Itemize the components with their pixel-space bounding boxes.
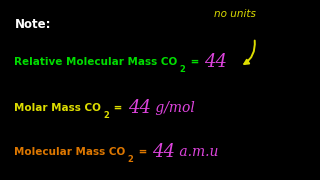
Text: Molar Mass CO: Molar Mass CO <box>14 103 101 113</box>
Text: 2: 2 <box>127 155 133 164</box>
Text: 2: 2 <box>179 65 185 74</box>
Text: 44: 44 <box>204 53 227 71</box>
Text: Relative Molecular Mass CO: Relative Molecular Mass CO <box>14 57 178 67</box>
Text: 2: 2 <box>103 111 109 120</box>
Text: 44: 44 <box>128 99 151 117</box>
Text: 44: 44 <box>152 143 175 161</box>
Text: a.m.u: a.m.u <box>175 145 219 159</box>
Text: =: = <box>135 147 151 157</box>
Text: Note:: Note: <box>14 18 51 31</box>
Text: Molecular Mass CO: Molecular Mass CO <box>14 147 126 157</box>
Text: =: = <box>110 103 126 113</box>
Text: =: = <box>187 57 203 67</box>
Text: g/mol: g/mol <box>151 101 195 115</box>
Text: no units: no units <box>214 9 256 19</box>
